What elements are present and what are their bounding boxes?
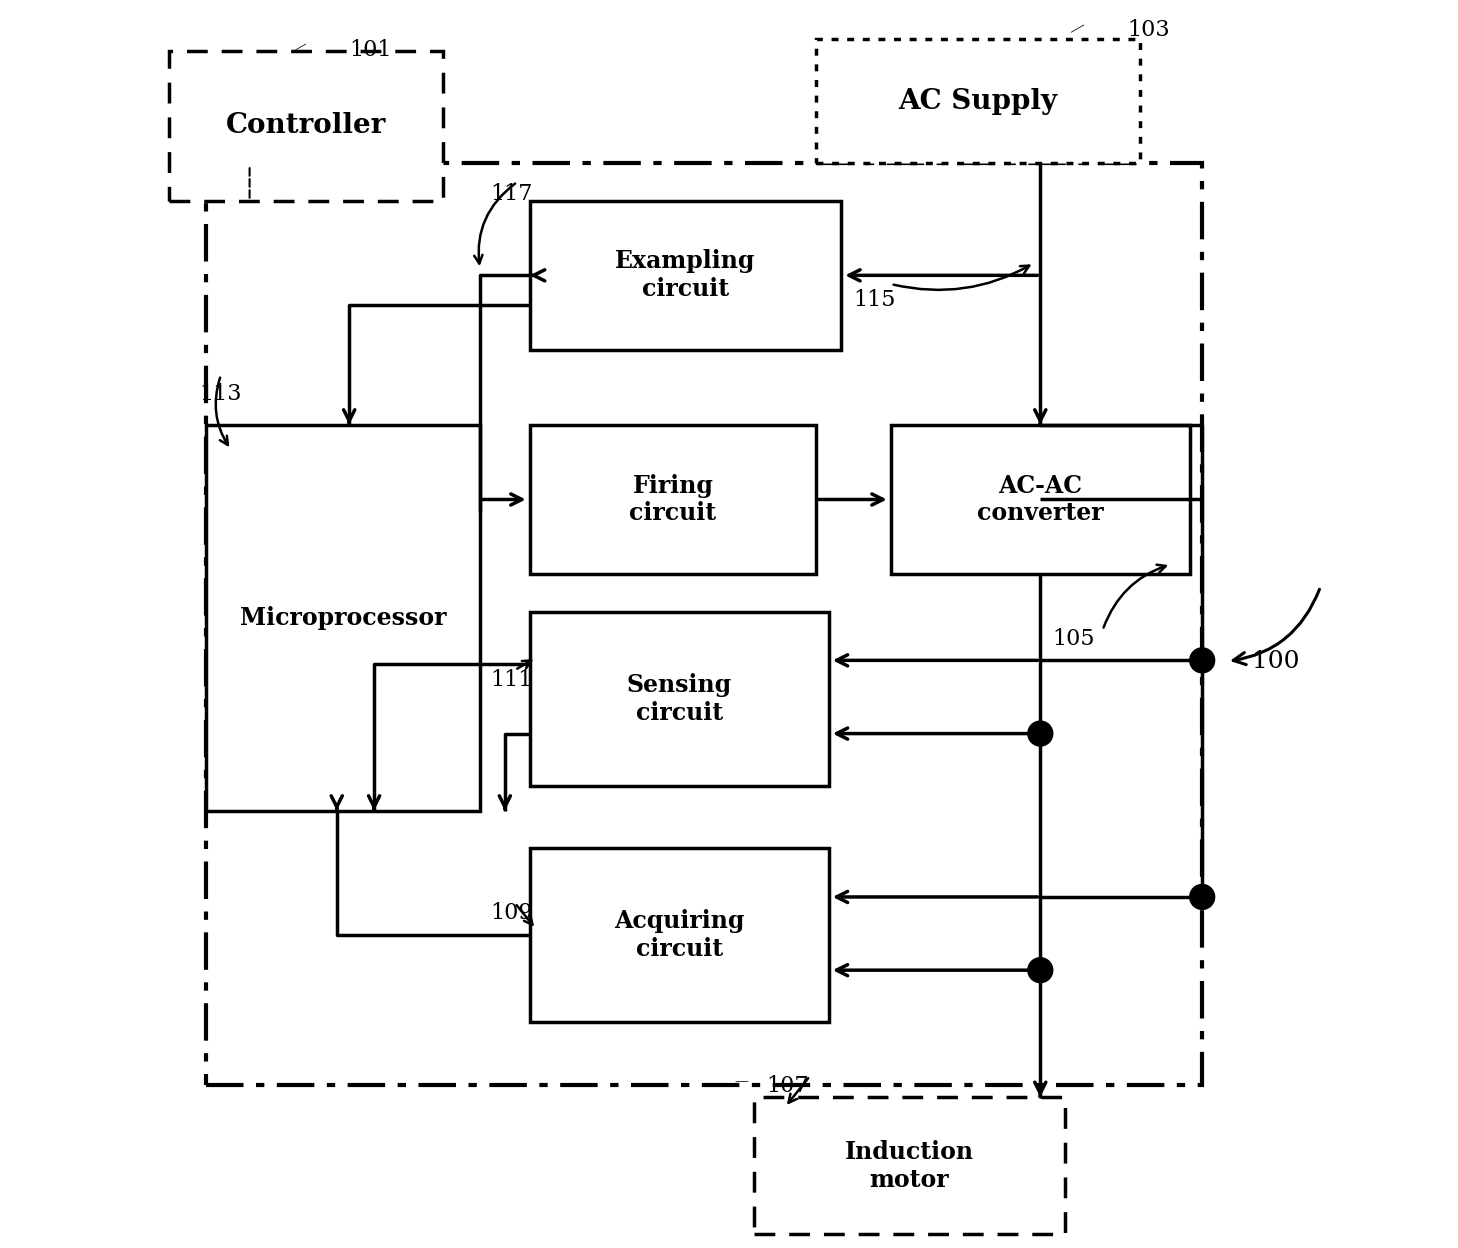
Text: AC Supply: AC Supply	[898, 87, 1057, 115]
Text: —: —	[1066, 17, 1089, 40]
Text: Sensing
circuit: Sensing circuit	[627, 673, 732, 725]
Bar	[169, 51, 443, 201]
Text: 103: 103	[1127, 19, 1171, 41]
Text: 115: 115	[853, 290, 895, 311]
Bar	[529, 201, 841, 349]
Text: 101: 101	[350, 39, 392, 61]
Text: Exampling
circuit: Exampling circuit	[615, 250, 755, 301]
Text: 109: 109	[490, 902, 532, 924]
Bar	[529, 612, 828, 786]
Text: AC-AC
converter: AC-AC converter	[977, 473, 1104, 525]
Bar	[816, 39, 1140, 163]
Circle shape	[1190, 885, 1215, 910]
Circle shape	[1190, 648, 1215, 673]
Text: 113: 113	[200, 383, 242, 404]
Text: 117: 117	[490, 183, 532, 206]
Text: 105: 105	[1053, 628, 1095, 650]
Bar	[206, 163, 1203, 1085]
Bar	[754, 1097, 1066, 1234]
Text: 111: 111	[490, 669, 532, 691]
Circle shape	[1028, 721, 1053, 746]
Text: Controller: Controller	[226, 112, 386, 140]
Text: Acquiring
circuit: Acquiring circuit	[614, 910, 745, 961]
Text: 107: 107	[767, 1075, 809, 1097]
Text: Firing
circuit: Firing circuit	[630, 473, 716, 525]
Text: —: —	[287, 36, 311, 59]
Circle shape	[1028, 957, 1053, 982]
Text: 100: 100	[1252, 650, 1299, 673]
Text: —: —	[735, 1075, 748, 1088]
Bar	[529, 424, 816, 574]
Bar	[529, 849, 828, 1022]
Bar	[206, 424, 480, 811]
Text: Microprocessor: Microprocessor	[239, 605, 446, 630]
Text: Induction
motor: Induction motor	[846, 1139, 974, 1192]
Bar	[891, 424, 1190, 574]
